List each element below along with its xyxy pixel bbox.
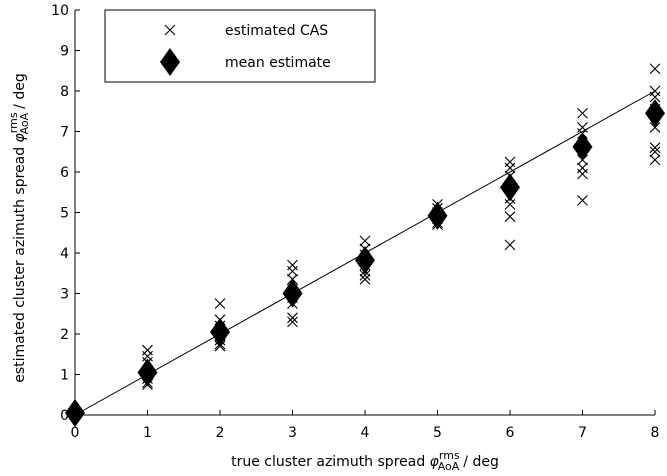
x-label-sup: rms	[439, 449, 460, 462]
y-tick-label: 7	[60, 125, 69, 141]
y-tick-label: 10	[51, 3, 69, 19]
x-tick-label: 2	[216, 425, 225, 441]
cross-marker	[649, 154, 661, 166]
y-label-sub: AoA	[18, 112, 31, 134]
y-label-unit: / deg	[12, 73, 28, 109]
cross-marker	[649, 146, 661, 158]
diamond-marker	[355, 246, 375, 275]
y-tick-label: 0	[60, 408, 69, 424]
x-label-symbol: φ	[430, 454, 440, 470]
y-tick-label: 6	[60, 165, 69, 181]
cross-marker	[577, 162, 588, 174]
cross-marker	[504, 239, 516, 251]
diamond-marker	[137, 358, 158, 387]
cross-marker	[577, 168, 588, 180]
cross-marker	[649, 91, 661, 103]
y-tick-label: 5	[60, 206, 69, 222]
cross-marker	[649, 85, 661, 97]
legend-label: estimated CAS	[225, 23, 328, 39]
x-tick-label: 7	[578, 425, 587, 441]
y-tick-label: 9	[60, 44, 69, 60]
x-axis-label: true cluster azimuth spread φrms AoA / deg	[231, 449, 499, 473]
cross-marker	[214, 298, 226, 310]
cross-marker	[287, 259, 298, 271]
cross-marker	[287, 312, 298, 324]
x-tick-label: 6	[506, 425, 515, 441]
diamond-marker	[645, 99, 665, 128]
legend-box	[104, 9, 376, 83]
cross-marker	[649, 142, 661, 154]
y-tick-label: 8	[60, 84, 69, 100]
diamond-marker	[282, 279, 303, 308]
y-label-symbol: φ	[12, 132, 28, 142]
y-tick-label: 4	[60, 246, 69, 262]
x-label-text: true cluster azimuth spread	[231, 454, 425, 470]
diamond-marker	[427, 201, 448, 230]
cross-marker	[287, 273, 298, 285]
cross-marker	[142, 344, 153, 356]
x-label-unit: / deg	[463, 454, 499, 470]
y-label-text: estimated cluster azimuth spread	[12, 147, 28, 383]
cross-marker	[504, 211, 516, 222]
cross-marker	[504, 156, 516, 168]
diamond-marker	[160, 48, 180, 76]
cross-marker	[577, 194, 588, 206]
cross-marker	[287, 316, 298, 328]
x-tick-label: 0	[71, 425, 80, 441]
x-tick-label: 3	[288, 425, 297, 441]
x-tick-label: 4	[361, 425, 370, 441]
y-tick-label: 2	[60, 327, 69, 343]
diamond-marker	[65, 398, 85, 427]
cross-marker	[164, 24, 176, 36]
y-axis-label: estimated cluster azimuth spread φrmsAoA…	[7, 73, 31, 383]
y-tick-label: 1	[60, 368, 69, 384]
diamond-marker	[572, 132, 593, 161]
cross-marker	[577, 107, 588, 119]
cross-marker	[649, 122, 661, 133]
x-tick-label: 5	[433, 425, 442, 441]
cross-marker	[504, 162, 516, 174]
cross-marker	[649, 63, 661, 75]
cross-marker	[287, 265, 298, 277]
x-tick-label: 8	[651, 425, 660, 441]
cross-marker	[359, 235, 371, 247]
legend-label: mean estimate	[225, 55, 331, 71]
y-tick-label: 3	[60, 287, 69, 303]
cross-marker	[359, 269, 371, 281]
x-tick-label: 1	[143, 425, 152, 441]
y-label-sup: rms	[7, 112, 20, 133]
cross-marker	[504, 199, 516, 210]
diamond-marker	[210, 317, 230, 346]
cross-marker	[359, 273, 371, 285]
diamond-marker	[500, 173, 520, 202]
x-label-sub: AoA	[438, 460, 460, 473]
cross-marker	[214, 340, 226, 352]
